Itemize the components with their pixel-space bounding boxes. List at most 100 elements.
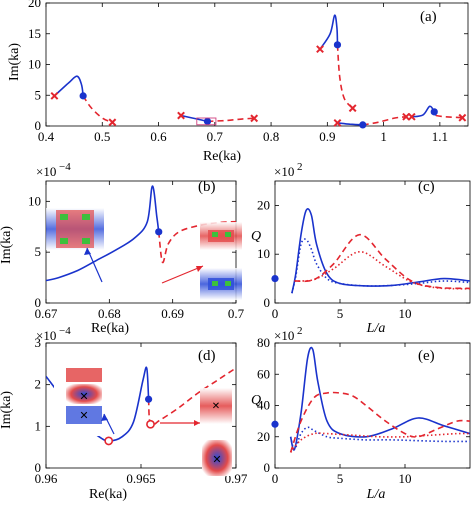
series-line-a-1 — [53, 75, 84, 97]
y-tick-label: 10 — [28, 57, 41, 72]
x-tick-label: 10 — [399, 306, 412, 321]
x-tick-label: 10 — [399, 471, 412, 486]
cross-marker — [316, 45, 324, 54]
curves-a — [53, 14, 463, 126]
series-line-a-7 — [337, 122, 363, 126]
x-tick-label: 0.68 — [98, 306, 121, 321]
svg-text:−4: −4 — [59, 161, 71, 173]
multiplier-d: ×10 −4 — [36, 325, 71, 343]
x-tick-label: 0.965 — [126, 471, 155, 486]
series-line-b-2 — [157, 220, 236, 264]
multiplier-c: ×10 2 — [274, 161, 303, 179]
series-line-e-2 — [289, 426, 470, 451]
panel-label-b: (b) — [198, 179, 216, 195]
y-axis-label-d: Im(ka) — [0, 391, 14, 429]
y-tick-label: 0 — [35, 460, 42, 475]
axes-frame-c — [274, 180, 471, 304]
y-tick-label: 15 — [28, 26, 41, 41]
x-tick-label: 0.7 — [207, 129, 224, 144]
cross-marker — [348, 104, 357, 113]
arrow-d-red-head — [194, 420, 200, 426]
y-axis-label-b: Im(ka) — [0, 226, 14, 264]
x-axis-label-e: L/a — [366, 487, 386, 502]
point-marker — [430, 108, 438, 116]
open-point-marker — [104, 436, 114, 446]
y-axis-label-e: Q — [251, 393, 261, 408]
x-axis-label-b: Re(ka) — [91, 321, 129, 336]
x-tick-label: 0.4 — [38, 129, 55, 144]
y-tick-label: 10 — [28, 193, 41, 208]
point-marker — [333, 41, 342, 49]
point-marker — [203, 117, 212, 125]
y-tick-label: 2 — [35, 377, 42, 392]
y-tick-label: 0 — [35, 118, 42, 133]
plot-area-e: 0 5 10 0 20 40 60 80 — [257, 335, 471, 486]
svg-text:×10: ×10 — [274, 164, 294, 179]
x-tick-label: 0.7 — [228, 306, 245, 321]
svg-text:✕: ✕ — [212, 401, 220, 412]
x-tick-label: 0.67 — [35, 306, 58, 321]
y-tick-label: 5 — [35, 244, 42, 259]
curves-c — [291, 208, 470, 294]
x-axis-label-c: L/a — [366, 321, 386, 336]
field-inset-d-right: ✕ ✕ — [200, 388, 232, 476]
point-marker — [155, 228, 163, 236]
arrow-b-red-head — [196, 266, 203, 272]
x-tick-label: 0 — [272, 306, 279, 321]
y-tick-label: 60 — [257, 366, 270, 381]
y-tick-label: 20 — [257, 197, 270, 212]
x-tick-label: 5 — [337, 471, 344, 486]
y-tick-label: 5 — [35, 87, 42, 102]
y-tick-label: 10 — [257, 246, 270, 261]
y-tick-label: 0 — [264, 460, 271, 475]
x-tick-label: 0.69 — [161, 306, 184, 321]
x-tick-label: 0.9 — [319, 129, 335, 144]
x-tick-label: 1.1 — [432, 129, 448, 144]
series-line-e-3 — [289, 391, 470, 453]
panel-e: 0 5 10 0 20 40 60 80 (e) Q L/a ×10 2 — [251, 325, 471, 502]
multiplier-e: ×10 2 — [274, 325, 303, 343]
arrow-d-blue-head — [101, 414, 108, 421]
panel-b: 0.67 0.68 0.69 0.7 0 5 10 (b) Im(ka) Re(ka) ×1… — [0, 161, 245, 336]
y-tick-label: 3 — [35, 335, 42, 350]
y-tick-label: 40 — [257, 398, 270, 413]
cross-marker — [108, 118, 117, 127]
zoom-box-a — [196, 117, 217, 126]
curves-e — [289, 346, 470, 453]
series-line-e-1 — [289, 346, 470, 451]
series-line-a-2 — [82, 95, 113, 124]
svg-text:×10: ×10 — [274, 328, 294, 343]
y-axis-label-a: Im(ka) — [7, 43, 22, 81]
x-tick-label: 1 — [380, 129, 387, 144]
open-point-marker — [146, 419, 155, 429]
x-tick-label: 5 — [337, 306, 344, 321]
svg-text:×10: ×10 — [36, 164, 56, 179]
panel-label-c: (c) — [418, 179, 435, 195]
plot-area-b: 0.67 0.68 0.69 0.7 0 5 10 — [28, 180, 245, 321]
y-tick-label: 1 — [35, 418, 42, 433]
point-marker — [271, 420, 279, 428]
multiplier-b: ×10 −4 — [36, 161, 71, 179]
series-line-e-4 — [289, 432, 470, 453]
y-tick-label: 0 — [35, 295, 42, 310]
svg-text:2: 2 — [297, 325, 303, 337]
x-tick-label: 0 — [272, 471, 279, 486]
cross-marker — [177, 111, 185, 120]
point-marker — [79, 92, 87, 100]
svg-text:×10: ×10 — [36, 328, 56, 343]
svg-text:✕: ✕ — [79, 391, 88, 403]
field-inset-b-right — [200, 222, 242, 300]
point-marker — [271, 275, 279, 283]
plot-area-c: 0 5 10 0 10 20 — [257, 180, 471, 321]
svg-text:✕: ✕ — [79, 410, 88, 422]
cross-marker — [458, 113, 467, 122]
series-line-a-5 — [319, 14, 339, 50]
y-tick-label: 20 — [28, 0, 41, 10]
arrow-b-blue-head — [84, 248, 91, 255]
panel-a: 0.4 0.5 0.6 0.7 0.8 0.9 1 1.1 0 5 10 15 20 (a) Im(ka… — [7, 0, 469, 164]
series-line-b-1 — [46, 185, 160, 282]
x-tick-label: 0.5 — [94, 129, 110, 144]
